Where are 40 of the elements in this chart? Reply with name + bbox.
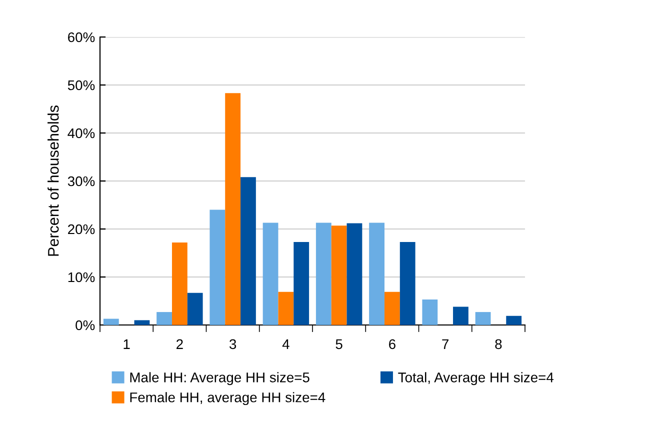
bar xyxy=(210,210,226,325)
y-tick-label: 40% xyxy=(68,128,95,138)
bar xyxy=(262,222,278,325)
bar xyxy=(172,242,188,325)
x-tick-label: 5 xyxy=(336,339,342,350)
y-tick-label: 20% xyxy=(68,224,95,234)
x-tick-label: 8 xyxy=(495,339,502,350)
bar xyxy=(240,177,256,325)
bar xyxy=(225,93,241,325)
legend-label: Total, Average HH size=4 xyxy=(398,372,554,386)
bar xyxy=(331,226,347,325)
bar xyxy=(369,222,384,325)
bar xyxy=(294,242,310,325)
bar xyxy=(346,223,362,325)
bar xyxy=(316,222,332,325)
bar xyxy=(422,300,438,325)
bar xyxy=(103,318,119,325)
bar xyxy=(278,292,294,325)
bar xyxy=(134,320,150,325)
x-tick-label: 1 xyxy=(124,339,130,349)
legend-label: Male HH: Average HH size=5 xyxy=(130,372,310,386)
y-tick-label: 0% xyxy=(76,320,95,330)
y-axis-title: Percent of households xyxy=(48,106,59,256)
x-tick-label: 4 xyxy=(282,339,290,349)
bar xyxy=(156,312,172,325)
x-tick-label: 7 xyxy=(442,339,448,349)
x-tick-label: 2 xyxy=(176,339,183,349)
bar xyxy=(506,316,522,325)
bar xyxy=(475,312,491,325)
x-tick-label: 3 xyxy=(229,339,236,350)
y-tick-label: 30% xyxy=(68,176,95,186)
x-tick-label: 6 xyxy=(389,339,396,350)
bar xyxy=(384,292,400,325)
y-tick-label: 50% xyxy=(68,80,95,90)
bar xyxy=(187,292,203,325)
bar xyxy=(400,242,416,325)
y-tick-label: 10% xyxy=(68,272,95,282)
legend-label: Female HH, average HH size=4 xyxy=(130,392,326,406)
y-tick-label: 60% xyxy=(68,32,95,42)
bar xyxy=(453,306,468,325)
